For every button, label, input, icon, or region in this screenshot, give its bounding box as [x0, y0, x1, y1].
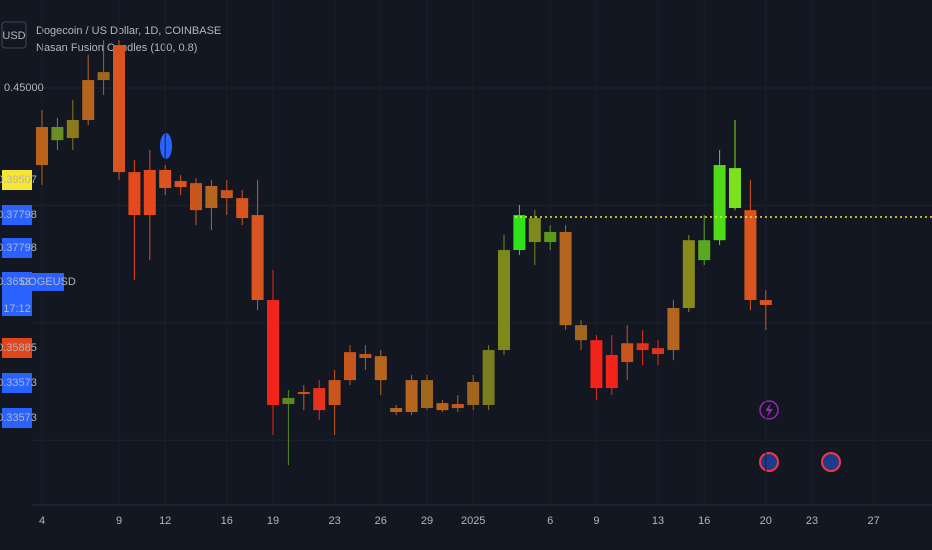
candle-body	[374, 356, 387, 381]
candle-body	[82, 80, 95, 120]
candle-body	[143, 169, 156, 216]
flag-icon[interactable]	[759, 452, 779, 472]
candle-body	[174, 181, 187, 188]
candles	[36, 40, 772, 466]
event-marker[interactable]	[160, 133, 172, 159]
price-label: 0.33573	[0, 377, 37, 389]
candle-body	[544, 231, 557, 243]
event-icon[interactable]	[759, 400, 779, 420]
price-label: 0.39507	[0, 174, 37, 186]
candle-body	[575, 325, 587, 341]
candle-body	[113, 45, 125, 173]
price-label-bg	[2, 272, 32, 292]
countdown: 17:12	[3, 303, 31, 315]
candle-body	[313, 388, 326, 411]
candle-body	[36, 127, 48, 166]
price-label-bg	[2, 170, 32, 190]
candle-body	[513, 215, 526, 251]
countdown-bg	[2, 292, 32, 316]
candle-body	[652, 348, 664, 355]
currency-box[interactable]	[1, 21, 27, 49]
x-tick-label: 26	[375, 515, 387, 527]
candle-body	[159, 169, 172, 189]
currency[interactable]: USD	[2, 30, 25, 42]
x-tick-label: 16	[698, 515, 710, 527]
candle-body	[467, 381, 480, 405]
candle-body	[605, 354, 618, 389]
x-tick-label: 23	[806, 515, 818, 527]
candle-body	[236, 198, 249, 219]
x-tick-label: 12	[159, 515, 171, 527]
price-label: 0.37798	[0, 209, 37, 221]
x-tick-label: 2025	[461, 515, 485, 527]
candle-body	[636, 343, 649, 351]
candle-body	[698, 240, 711, 261]
x-tick-label: 20	[760, 515, 772, 527]
price-label: 0.33573	[0, 412, 37, 424]
symbol-tag: DOGEUSD	[20, 276, 76, 288]
price-label: 0.37798	[0, 242, 37, 254]
candle-body	[97, 72, 110, 81]
candle-body	[282, 397, 295, 405]
candle-body	[759, 300, 772, 305]
candle-body	[451, 404, 464, 409]
price-label-bg	[2, 408, 32, 428]
x-tick-label: 19	[267, 515, 279, 527]
candle-body	[190, 183, 202, 211]
candle-body	[251, 215, 264, 301]
candle-body	[297, 392, 310, 394]
candle-body	[729, 168, 741, 209]
candle-body	[498, 250, 510, 351]
x-tick-label: 13	[652, 515, 664, 527]
flag-icon[interactable]	[821, 452, 841, 472]
candle-body	[482, 350, 495, 405]
candle-body	[421, 380, 433, 409]
x-tick-label: 4	[39, 515, 45, 527]
x-tick-label: 6	[547, 515, 553, 527]
x-tick-label: 27	[867, 515, 879, 527]
candle-body	[590, 340, 603, 389]
price-label: 0.35885	[0, 342, 37, 354]
candle-body	[559, 231, 572, 326]
y-tick-label: 0.45000	[4, 82, 44, 94]
x-tick-label: 23	[328, 515, 340, 527]
candle-body	[128, 172, 141, 216]
candle-body	[713, 165, 726, 241]
symbol-title: Dogecoin / US Dollar, 1D, COINBASE	[36, 25, 221, 37]
candle-body	[267, 300, 279, 405]
candle-body	[436, 403, 449, 411]
candle-body	[220, 190, 233, 199]
grid	[32, 0, 932, 505]
overlay: 0.45000 4 9 12 16 19 23 26 29 2025 6 9 13 16 20 23 27 0.3…	[0, 82, 932, 527]
price-label-bg	[2, 338, 32, 358]
candle-body	[328, 380, 341, 405]
candle-body	[66, 119, 79, 139]
candle-body	[621, 343, 634, 363]
price-label-bg	[2, 205, 32, 225]
lightning-icon	[765, 403, 773, 417]
x-tick-label: 29	[421, 515, 433, 527]
price-label-bg	[2, 373, 32, 393]
candle-body	[344, 352, 356, 381]
x-tick-label: 9	[593, 515, 599, 527]
candle-body	[205, 185, 218, 209]
symbol-tag-bg	[32, 273, 64, 291]
x-tick-label: 9	[116, 515, 122, 527]
x-tick-label: 16	[221, 515, 233, 527]
price-label-bg	[2, 238, 32, 258]
candle-body	[667, 308, 680, 351]
candle-body	[51, 127, 64, 141]
candle-body	[390, 408, 403, 413]
candle-body	[744, 210, 757, 301]
candle-body	[405, 380, 418, 413]
candle-body	[682, 240, 695, 309]
price-label: 0.36531	[0, 276, 37, 288]
candle-body	[359, 354, 372, 359]
candle-body	[528, 218, 541, 243]
